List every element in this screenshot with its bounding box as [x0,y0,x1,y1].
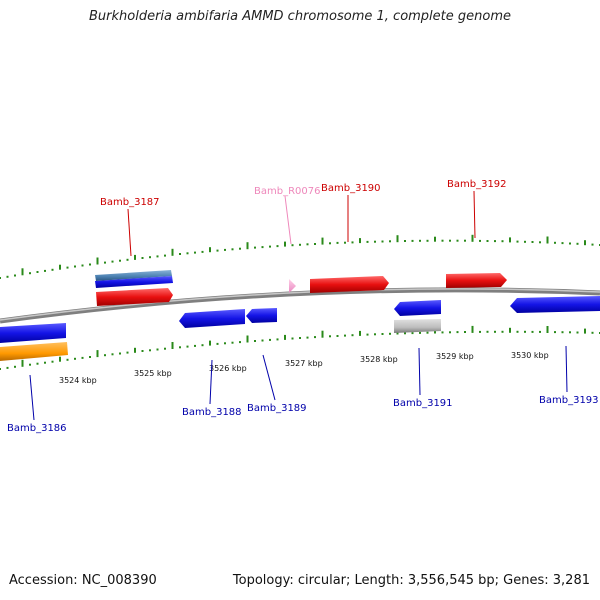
gene-label-bamb-r0076[interactable]: Bamb_R0076 [254,186,320,197]
gene-label-bamb-3188[interactable]: Bamb_3188 [182,407,242,418]
scale-label: 3527 kbp [285,359,323,368]
gene-bamb-3188[interactable] [179,309,245,328]
genome-summary-text: Topology: circular; Length: 3,556,545 bp… [232,573,590,588]
gene-bamb-3187[interactable] [96,288,173,306]
gene-bamb-3186[interactable] [0,323,66,343]
scale-label: 3524 kbp [59,376,97,385]
upper-tick-row [0,234,600,279]
gene-label-bamb-3191[interactable]: Bamb_3191 [393,398,453,409]
reverse-features [0,296,600,361]
chromosome-backbone-highlight [0,288,600,321]
gene-label-bamb-3193[interactable]: Bamb_3193 [539,395,599,406]
feature-blue-3187[interactable] [95,276,173,288]
gene-bamb-3193[interactable] [510,296,600,313]
gene-label-bamb-3187[interactable]: Bamb_3187 [100,197,160,208]
scale-label: 3530 kbp [511,351,549,360]
scale-label: 3528 kbp [360,355,398,364]
gene-bamb-3190[interactable] [310,276,389,293]
scale-labels: 3524 kbp 3525 kbp 3526 kbp 3527 kbp 3528… [59,351,549,385]
label-leaders [29,190,568,421]
scale-label: 3525 kbp [134,369,172,378]
gene-label-bamb-3190[interactable]: Bamb_3190 [321,183,381,194]
gene-bamb-r0076[interactable] [289,279,296,293]
accession-text: Accession: NC_008390 [9,573,157,588]
chromosome-backbone [0,287,600,324]
lower-tick-row [0,325,600,370]
gene-bamb-3189[interactable] [246,308,277,323]
gene-label-bamb-3192[interactable]: Bamb_3192 [447,179,507,190]
scale-label: 3526 kbp [209,364,247,373]
gene-bamb-3192[interactable] [446,273,507,288]
genome-title: Burkholderia ambifaria AMMD chromosome 1… [88,9,512,24]
gene-bamb-3191[interactable] [394,300,441,316]
forward-features [95,270,507,306]
gene-labels: Bamb_3187 Bamb_R0076 Bamb_3190 Bamb_3192… [7,179,599,434]
gene-label-bamb-3186[interactable]: Bamb_3186 [7,423,67,434]
gene-label-bamb-3189[interactable]: Bamb_3189 [247,403,307,414]
scale-label: 3529 kbp [436,352,474,361]
feature-orange-3186[interactable] [0,342,68,361]
feature-steel-3187[interactable] [95,270,172,281]
feature-gray-3191[interactable] [394,319,441,333]
